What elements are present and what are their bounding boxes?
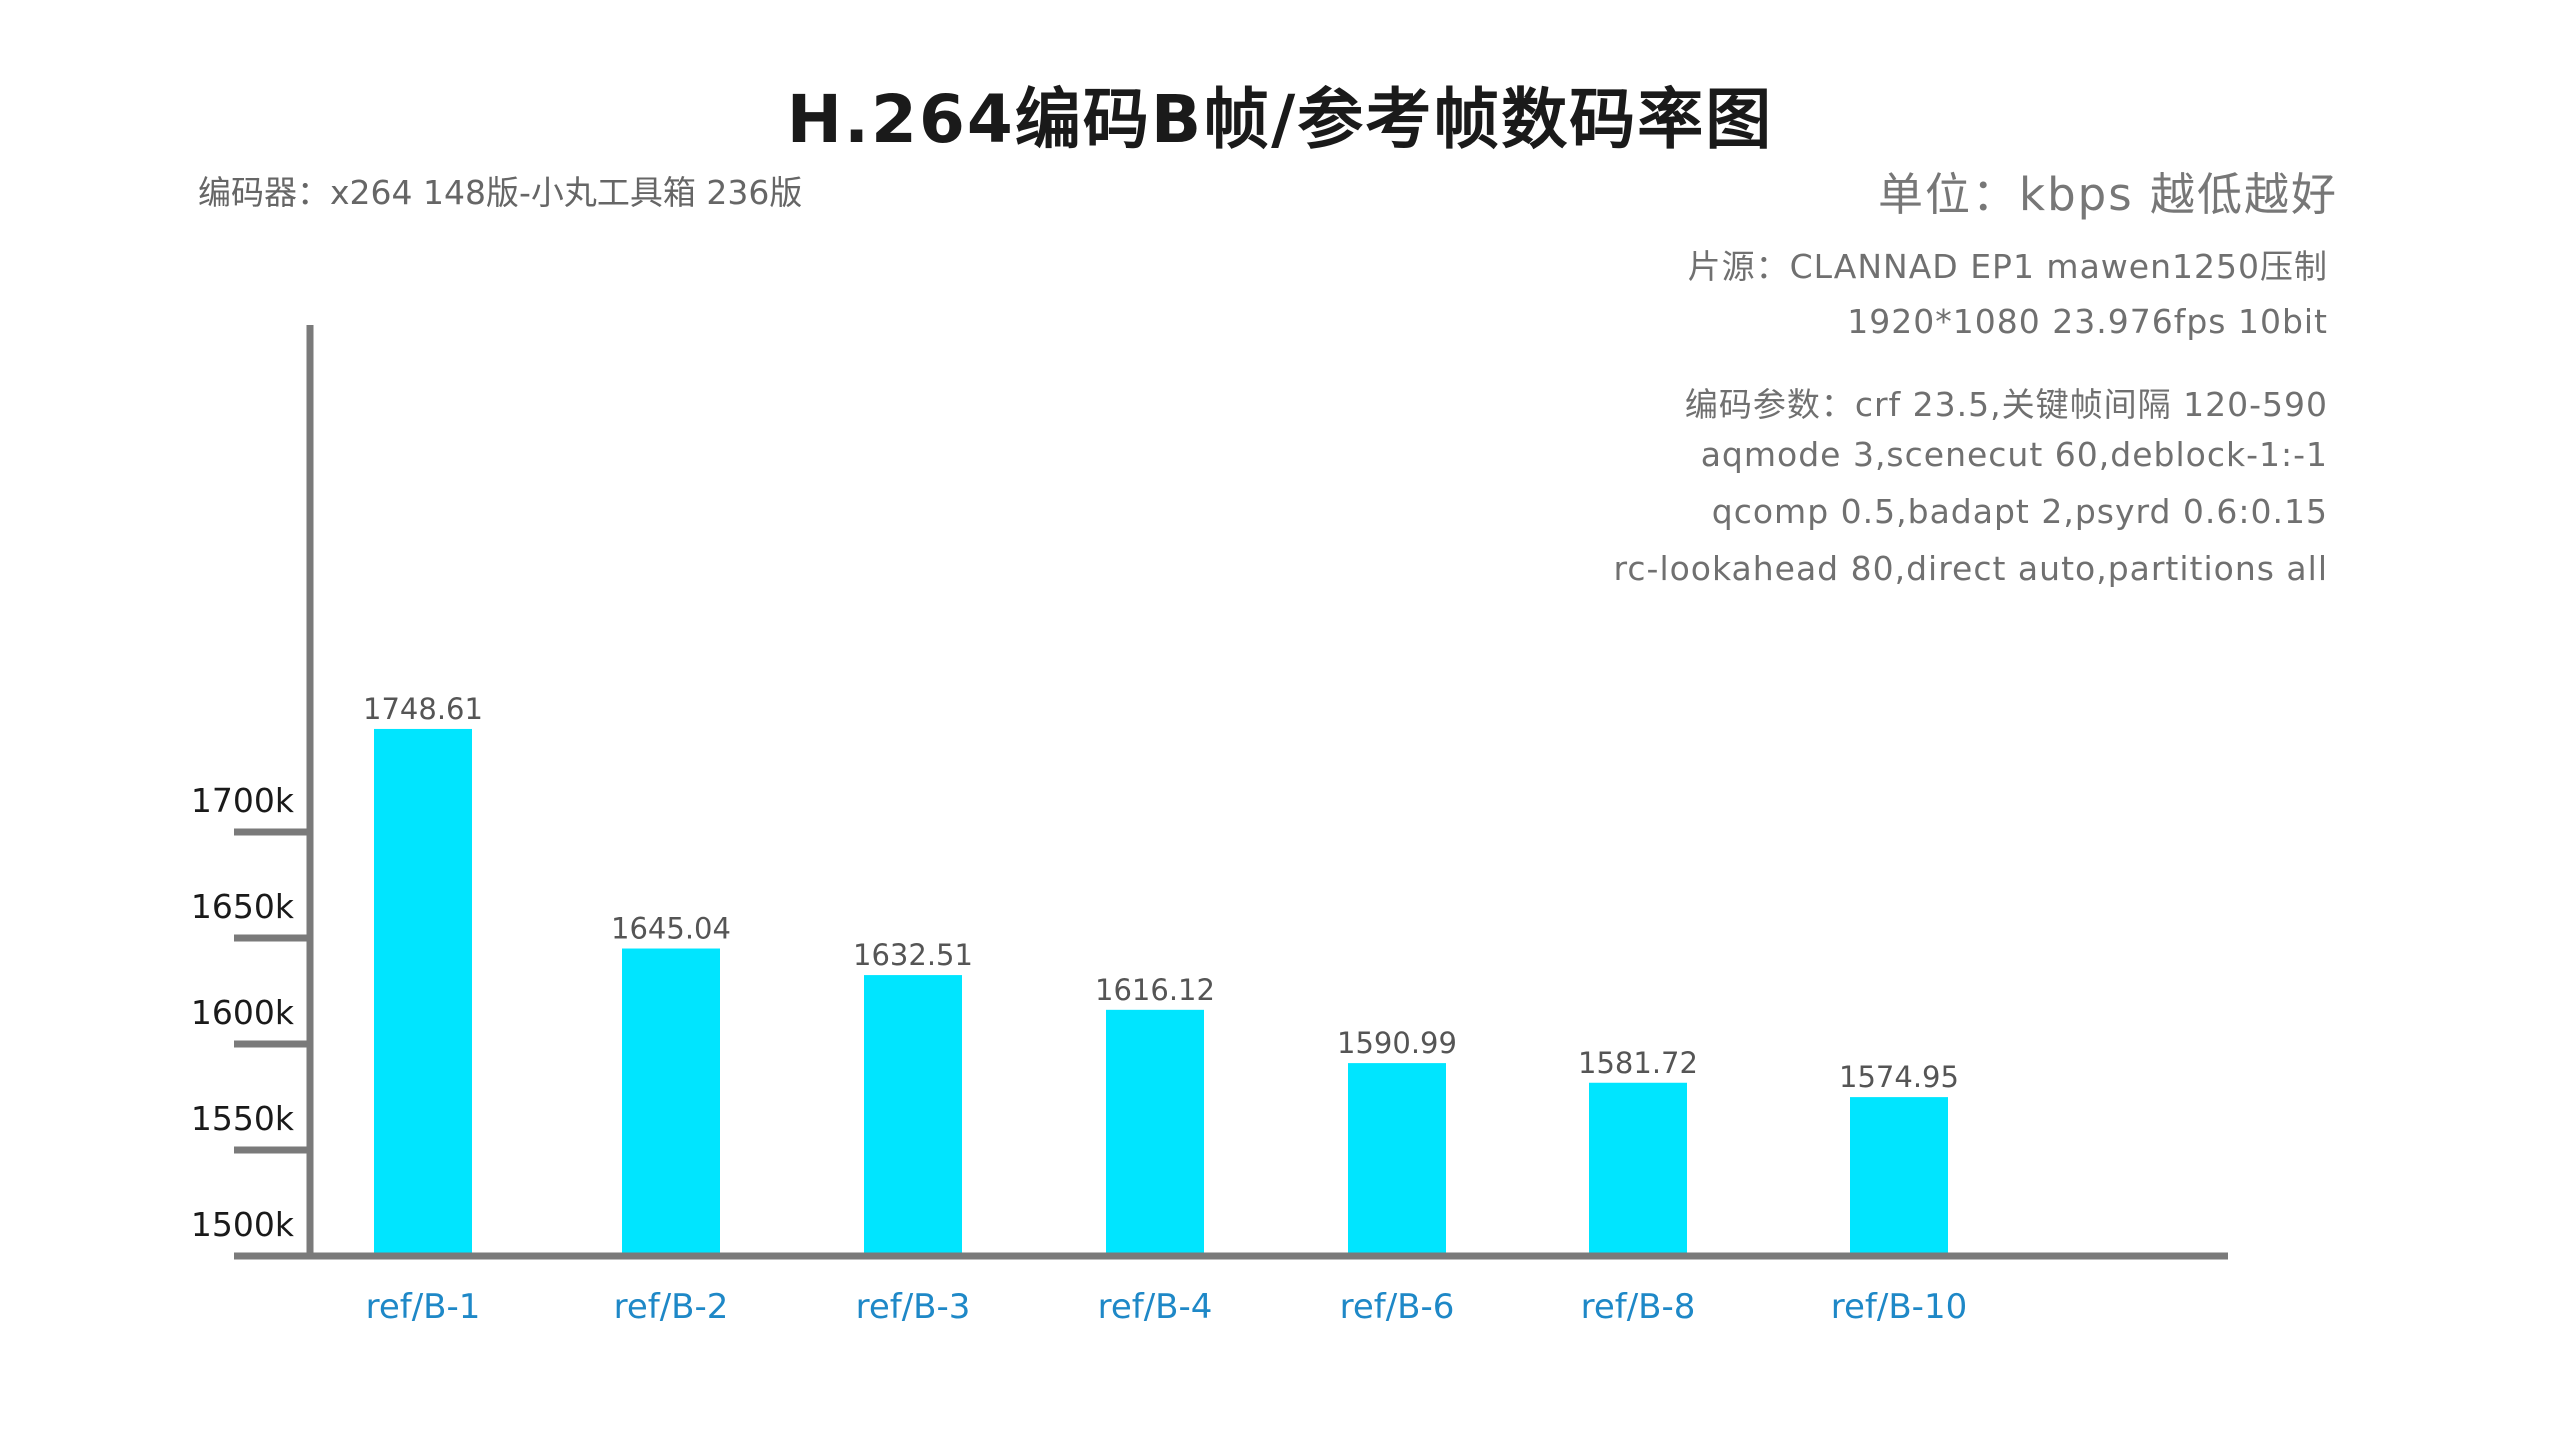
y-tick-label-1500: 1500k (191, 1205, 295, 1244)
bar-ref/B-8 (1589, 1082, 1687, 1256)
value-label-ref/B-1: 1748.61 (363, 692, 483, 726)
params-line-3: qcomp 0.5,badapt 2,psyrd 0.6:0.15 (1711, 492, 2328, 531)
unit-note: 单位：kbps 越低越好 (1878, 168, 2338, 221)
y-tick-label-1600: 1600k (191, 993, 295, 1032)
category-label-ref/B-4: ref/B-4 (1098, 1287, 1213, 1327)
value-label-ref/B-4: 1616.12 (1095, 973, 1215, 1007)
category-label-ref/B-8: ref/B-8 (1581, 1287, 1696, 1327)
value-label-ref/B-2: 1645.04 (611, 912, 731, 946)
value-label-ref/B-3: 1632.51 (853, 938, 973, 972)
bar-ref/B-2 (622, 948, 720, 1256)
bar-ref/B-10 (1850, 1097, 1948, 1256)
bar-ref/B-1 (374, 728, 472, 1256)
value-label-ref/B-10: 1574.95 (1839, 1060, 1959, 1094)
source-line-1: 片源：CLANNAD EP1 mawen1250压制 (1687, 247, 2328, 286)
category-label-ref/B-6: ref/B-6 (1340, 1287, 1455, 1327)
category-label-ref/B-2: ref/B-2 (614, 1287, 729, 1327)
bar-ref/B-3 (864, 975, 962, 1256)
params-line-1: 编码参数：crf 23.5,关键帧间隔 120-590 (1684, 385, 2328, 424)
y-tick-label-1700: 1700k (191, 781, 295, 820)
category-label-ref/B-1: ref/B-1 (366, 1287, 481, 1327)
category-label-ref/B-3: ref/B-3 (856, 1287, 971, 1327)
value-label-ref/B-8: 1581.72 (1578, 1046, 1698, 1080)
value-label-ref/B-6: 1590.99 (1337, 1026, 1457, 1060)
params-line-4: rc-lookahead 80,direct auto,partitions a… (1613, 549, 2328, 588)
category-label-ref/B-10: ref/B-10 (1831, 1287, 1967, 1327)
source-line-2: 1920*1080 23.976fps 10bit (1847, 302, 2328, 341)
y-tick-label-1650: 1650k (191, 887, 295, 926)
chart-title: H.264编码B帧/参考帧数码率图 (786, 81, 1774, 158)
bar-ref/B-4 (1106, 1009, 1204, 1256)
bar-ref/B-6 (1348, 1063, 1446, 1256)
params-line-2: aqmode 3,scenecut 60,deblock-1:-1 (1700, 435, 2328, 474)
encoder-note: 编码器：x264 148版-小丸工具箱 236版 (198, 173, 803, 212)
y-tick-label-1550: 1550k (191, 1099, 295, 1138)
